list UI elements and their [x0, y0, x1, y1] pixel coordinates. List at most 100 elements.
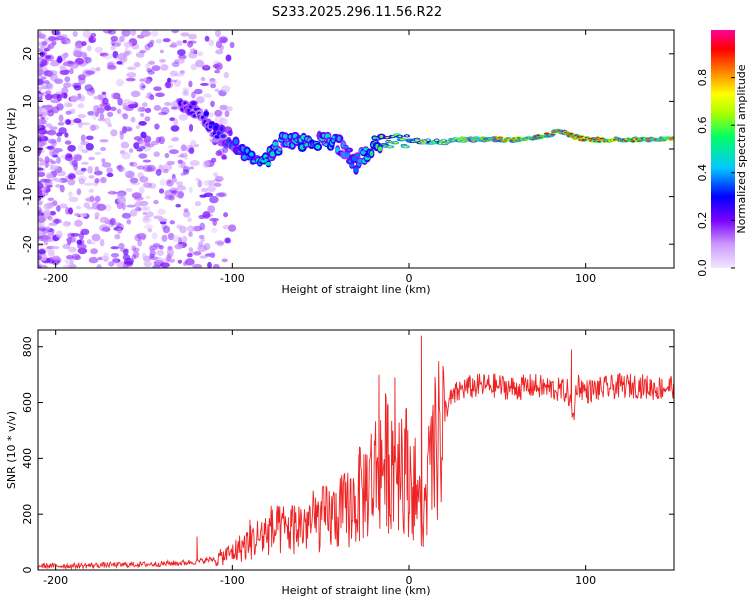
background-energy-blob [74, 219, 83, 227]
background-energy-blob [76, 239, 83, 246]
background-energy-blob [180, 32, 190, 37]
background-energy-blob [62, 221, 71, 227]
background-energy-blob [129, 209, 138, 217]
background-energy-blob [119, 55, 128, 64]
background-energy-blob [182, 87, 190, 93]
background-energy-blob [42, 111, 48, 117]
background-energy-blob [64, 221, 72, 226]
background-energy-blob [101, 158, 106, 164]
ridge-core [393, 141, 399, 144]
background-energy-blob [151, 65, 161, 72]
background-energy-blob [82, 30, 91, 38]
background-energy-blob [177, 159, 183, 164]
background-energy-blob [38, 146, 43, 154]
background-energy-blob [195, 96, 205, 104]
background-energy-blob [38, 255, 42, 261]
background-energy-blob [104, 117, 111, 125]
background-energy-blob [67, 172, 76, 180]
ridge-core [361, 150, 366, 155]
background-energy-blob [87, 166, 93, 174]
background-energy-blob [96, 107, 105, 114]
background-energy-blob [128, 103, 138, 109]
background-energy-blob [139, 200, 149, 207]
background-energy-blob [155, 92, 165, 98]
background-energy-blob [77, 93, 82, 100]
background-energy-blob [177, 57, 185, 64]
background-energy-blob [119, 35, 125, 43]
background-energy-blob [67, 144, 76, 152]
background-energy-blob [143, 182, 152, 189]
background-energy-blob [38, 93, 42, 98]
background-energy-blob [209, 252, 216, 258]
background-energy-blob [43, 178, 53, 184]
background-energy-blob [159, 49, 164, 54]
background-energy-blob [169, 79, 178, 83]
background-energy-blob [110, 253, 120, 258]
background-energy-blob [126, 72, 137, 78]
background-energy-blob [103, 53, 114, 60]
background-energy-blob [152, 264, 161, 268]
ridge-core [544, 132, 550, 135]
ridge-core [387, 145, 393, 148]
ridge-core [241, 154, 247, 160]
background-energy-blob [136, 200, 142, 204]
background-energy-blob [142, 159, 151, 163]
background-energy-blob [68, 191, 73, 198]
background-energy-blob [214, 109, 223, 117]
background-energy-blob [54, 184, 62, 188]
background-energy-blob [213, 59, 219, 66]
background-energy-blob [40, 234, 51, 240]
background-energy-blob [55, 35, 65, 41]
background-energy-blob [92, 112, 97, 121]
ridge-core [391, 135, 395, 138]
snr-panel: -200 -100 0 100 0 200 400 600 800 Height of stra… [5, 329, 675, 597]
background-energy-blob [76, 188, 82, 196]
spectrogram-y-tick-label: -10 [21, 188, 34, 206]
background-energy-blob [47, 109, 55, 117]
background-energy-blob [188, 186, 193, 194]
background-energy-blob [197, 179, 203, 188]
background-energy-blob [110, 106, 117, 112]
background-energy-blob [44, 156, 50, 164]
background-energy-blob [41, 59, 48, 66]
background-energy-blob [149, 94, 155, 101]
background-energy-blob [200, 82, 209, 86]
background-energy-blob [49, 126, 58, 131]
background-energy-blob [215, 150, 223, 157]
background-energy-blob [110, 45, 116, 51]
background-energy-blob [40, 178, 51, 183]
background-energy-blob [90, 32, 97, 38]
background-energy-blob [45, 123, 53, 128]
background-energy-blob [43, 241, 49, 246]
background-energy-blob [47, 145, 55, 150]
background-energy-blob [137, 106, 143, 113]
background-energy-blob [107, 111, 114, 118]
background-energy-blob [100, 176, 107, 184]
background-energy-blob [137, 172, 144, 179]
background-energy-blob [155, 136, 162, 143]
background-energy-blob [162, 163, 173, 171]
background-energy-blob [110, 246, 120, 250]
background-energy-blob [121, 212, 132, 219]
colorbar-gradient [711, 30, 735, 268]
background-energy-blob [225, 54, 232, 62]
ridge-core [278, 147, 282, 151]
background-energy-blob [135, 51, 145, 58]
background-energy-blob [164, 81, 173, 89]
background-energy-blob [84, 182, 94, 186]
background-energy-blob [117, 196, 127, 205]
background-energy-blob [176, 40, 183, 46]
background-energy-blob [214, 88, 220, 92]
background-energy-blob [85, 135, 94, 140]
background-energy-blob [46, 45, 52, 52]
ridge-core [304, 143, 309, 147]
ridge-core [191, 101, 196, 106]
background-energy-blob [173, 118, 179, 126]
background-energy-blob [54, 218, 60, 224]
ridge-core [630, 140, 636, 143]
snr-x-tick-label: 0 [406, 574, 413, 587]
background-energy-blob [203, 243, 211, 251]
background-energy-blob [72, 31, 78, 37]
colorbar-tick-label: 0.8 [696, 69, 709, 87]
background-energy-blob [214, 175, 224, 182]
